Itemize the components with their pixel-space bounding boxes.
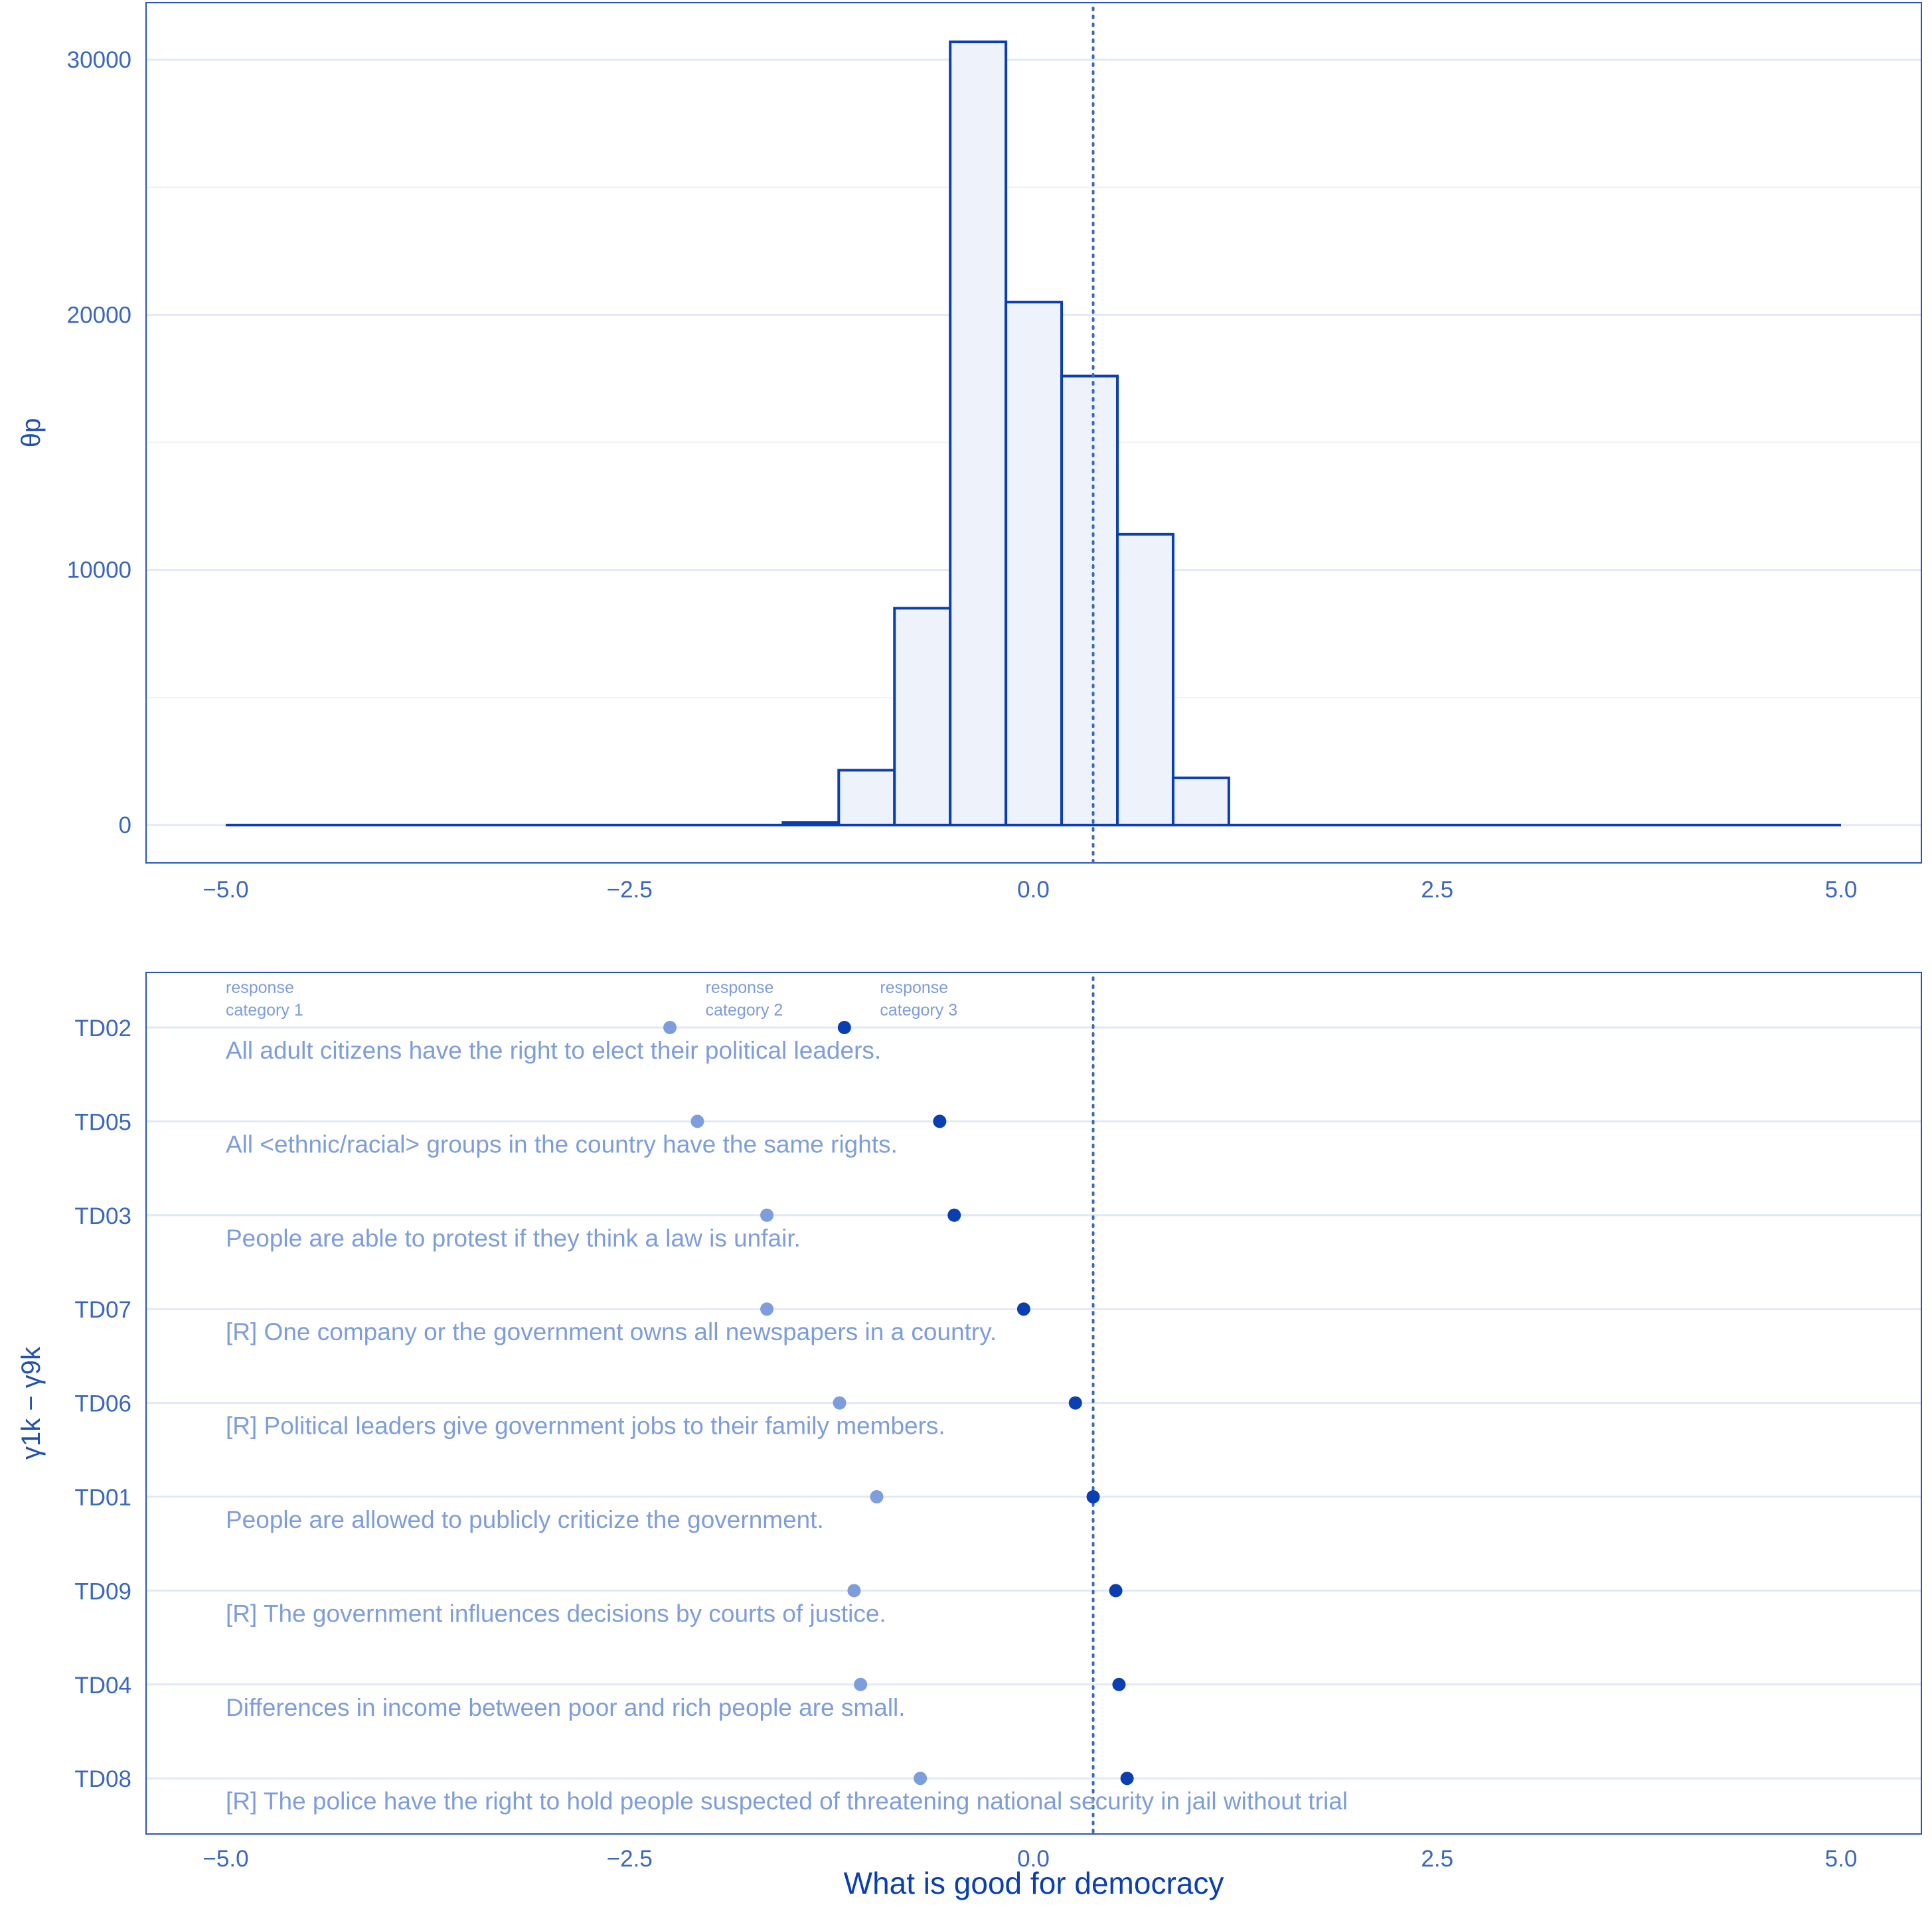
point-threshold-2	[1120, 1772, 1134, 1786]
category-annotation: category 1	[226, 1001, 303, 1020]
y-tick-label: TD05	[74, 1109, 131, 1135]
point-threshold-2	[1086, 1490, 1100, 1503]
point-threshold-2	[1112, 1677, 1126, 1691]
histogram-y-axis-label: θp	[17, 418, 46, 448]
item-text: [R] The police have the right to hold pe…	[226, 1788, 1348, 1815]
x-tick-label: 0.0	[1017, 877, 1050, 903]
histogram-bar	[1005, 301, 1064, 827]
histogram-bar	[1171, 776, 1230, 826]
item-text: Differences in income between poor and r…	[226, 1694, 906, 1721]
x-tick-label: −5.0	[202, 877, 248, 903]
item-text: People are allowed to publicly criticize…	[226, 1506, 824, 1533]
point-threshold-2	[837, 1021, 851, 1034]
y-tick-label: TD08	[74, 1766, 131, 1792]
category-annotation: category 3	[880, 1001, 957, 1020]
histogram-bar	[893, 607, 952, 826]
y-tick-label: TD06	[74, 1391, 131, 1417]
histogram-bar	[949, 40, 1008, 826]
x-tick-label: 5.0	[1825, 877, 1858, 903]
x-tick-label: −5.0	[202, 1846, 248, 1872]
point-threshold-2	[1068, 1396, 1082, 1410]
point-threshold-1	[833, 1396, 846, 1410]
point-threshold-2	[947, 1208, 961, 1222]
x-tick-label: 2.5	[1421, 1846, 1453, 1872]
y-tick-label: 10000	[67, 558, 131, 583]
item-text: All <ethnic/racial> groups in the countr…	[226, 1130, 898, 1158]
y-tick-label: TD09	[74, 1578, 131, 1604]
histogram-bar	[1116, 532, 1174, 826]
threshold-y-axis-label: γ1k − γ9k	[17, 1346, 46, 1460]
histogram-bar	[781, 821, 841, 826]
item-threshold-panel: TD02 All adult citizens have the right to…	[74, 972, 1922, 1872]
histogram-bar	[837, 769, 896, 826]
point-threshold-1	[847, 1584, 861, 1598]
point-threshold-1	[854, 1677, 868, 1691]
item-text: [R] One company or the government owns a…	[226, 1318, 997, 1345]
item-text: [R] Political leaders give government jo…	[226, 1412, 945, 1440]
x-tick-label: 5.0	[1825, 1846, 1858, 1872]
point-threshold-1	[870, 1490, 884, 1503]
x-tick-label: −2.5	[607, 1846, 653, 1872]
x-tick-label: −2.5	[607, 877, 653, 903]
y-tick-label: 0	[119, 812, 131, 838]
category-annotation: category 2	[706, 1001, 783, 1020]
y-tick-label: TD04	[74, 1673, 131, 1699]
item-text: [R] The government influences decisions …	[226, 1600, 886, 1627]
item-text: All adult citizens have the right to ele…	[226, 1037, 881, 1064]
point-threshold-1	[690, 1114, 704, 1128]
x-tick-label: 0.0	[1017, 1846, 1050, 1872]
y-tick-label: TD02	[74, 1016, 131, 1041]
item-text: People are able to protest if they think…	[226, 1225, 801, 1252]
histogram-bar	[1060, 374, 1119, 826]
point-threshold-1	[760, 1302, 774, 1316]
y-tick-label: TD03	[74, 1203, 131, 1229]
category-annotation: response	[880, 978, 948, 997]
y-tick-label: TD07	[74, 1297, 131, 1323]
y-tick-label: 20000	[67, 302, 131, 328]
category-annotation: response	[706, 978, 774, 997]
y-tick-label: 30000	[67, 47, 131, 73]
point-threshold-2	[933, 1114, 947, 1128]
x-tick-label: 2.5	[1421, 877, 1453, 903]
category-annotation: response	[226, 978, 294, 997]
point-threshold-1	[914, 1772, 927, 1786]
point-threshold-2	[1016, 1302, 1030, 1316]
point-threshold-1	[760, 1208, 774, 1222]
histogram-panel: 0 10000 20000 30000 −5.0 −2.5 0.0 2.5 5.0	[67, 2, 1922, 903]
y-tick-label: TD01	[74, 1485, 131, 1511]
point-threshold-2	[1109, 1584, 1123, 1598]
x-axis-title: What is good for democracy	[844, 1866, 1224, 1900]
point-threshold-1	[663, 1021, 677, 1034]
